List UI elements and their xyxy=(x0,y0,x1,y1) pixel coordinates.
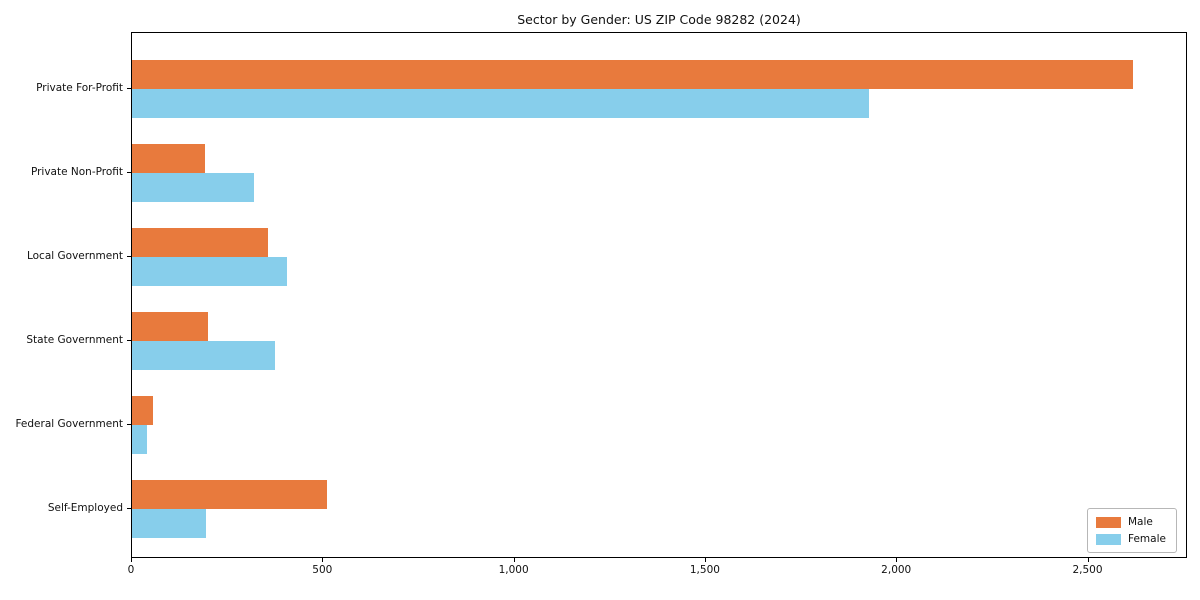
plot-area xyxy=(131,32,1187,558)
x-tick-label-2-500: 2,500 xyxy=(1072,564,1103,576)
bar-male-federal-government xyxy=(132,396,153,425)
x-tick-label-0: 0 xyxy=(127,564,135,576)
y-tick-mark xyxy=(127,424,131,425)
y-tick-label-state-government: State Government xyxy=(26,334,123,346)
y-tick-label-private-for-profit: Private For-Profit xyxy=(36,82,123,94)
chart-title: Sector by Gender: US ZIP Code 98282 (202… xyxy=(517,12,801,27)
y-tick-mark xyxy=(127,256,131,257)
x-tick-label-500: 500 xyxy=(312,564,333,576)
bar-male-local-government xyxy=(132,228,268,257)
bar-male-private-non-profit xyxy=(132,144,205,173)
y-tick-label-federal-government: Federal Government xyxy=(15,418,123,430)
bar-female-federal-government xyxy=(132,425,147,454)
legend-item-male: Male xyxy=(1096,515,1168,529)
legend-item-female: Female xyxy=(1096,532,1168,546)
bar-female-state-government xyxy=(132,341,276,370)
legend: Male Female xyxy=(1087,508,1177,553)
x-tick-mark xyxy=(1087,558,1089,562)
legend-label-female: Female xyxy=(1128,533,1166,545)
x-tick-mark xyxy=(131,558,132,562)
female-swatch-icon xyxy=(1096,533,1121,545)
legend-label-male: Male xyxy=(1128,516,1153,528)
y-tick-mark xyxy=(127,508,131,509)
y-tick-mark xyxy=(127,340,131,341)
x-tick-label-1-500: 1,500 xyxy=(689,564,720,576)
y-tick-label-private-non-profit: Private Non-Profit xyxy=(30,166,123,178)
bar-female-local-government xyxy=(132,257,287,286)
bars-layer xyxy=(132,33,1186,557)
male-swatch-icon xyxy=(1096,516,1121,528)
bar-male-state-government xyxy=(132,312,209,341)
bar-female-self-employed xyxy=(132,509,207,538)
bar-male-self-employed xyxy=(132,480,327,509)
x-tick-mark xyxy=(513,558,515,562)
x-tick-mark xyxy=(322,558,324,562)
y-tick-mark xyxy=(127,88,131,89)
x-tick-label-1-000: 1,000 xyxy=(498,564,529,576)
y-tick-label-self-employed: Self-Employed xyxy=(47,502,123,514)
y-tick-label-local-government: Local Government xyxy=(26,250,123,262)
x-tick-label-2-000: 2,000 xyxy=(881,564,912,576)
x-tick-mark xyxy=(896,558,898,562)
bar-female-private-non-profit xyxy=(132,173,255,202)
x-tick-mark xyxy=(704,558,706,562)
bar-female-private-for-profit xyxy=(132,89,870,118)
y-tick-mark xyxy=(127,172,131,173)
bar-male-private-for-profit xyxy=(132,60,1133,89)
